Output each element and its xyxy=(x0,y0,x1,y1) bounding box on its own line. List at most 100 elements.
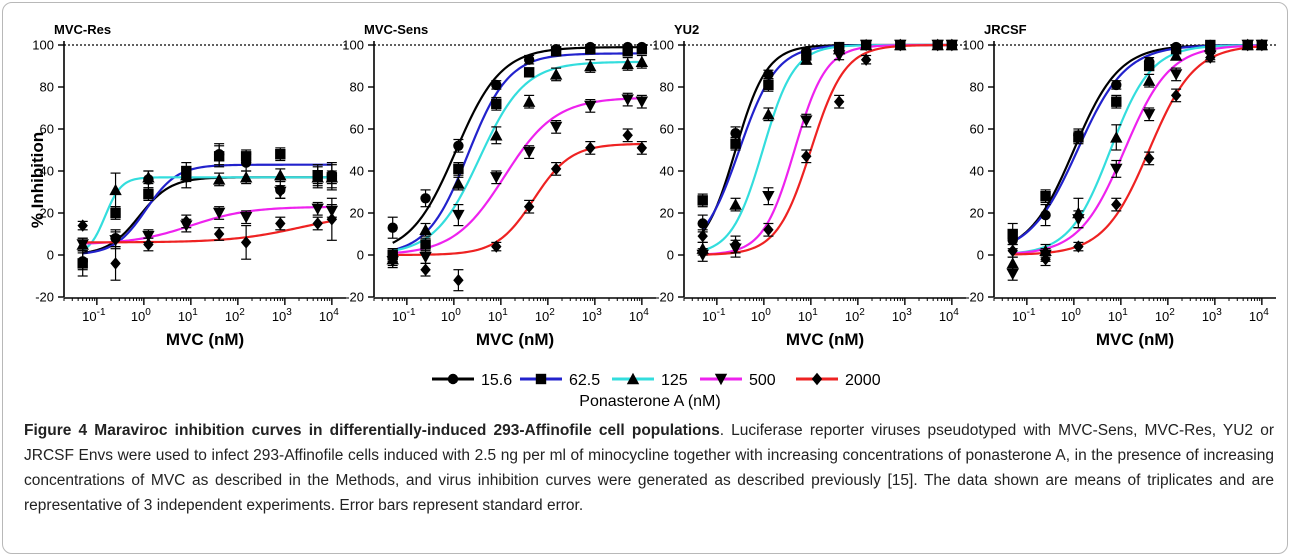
data-point xyxy=(143,238,154,251)
legend: 15.6 62.5 125 500 2000 xyxy=(432,372,881,389)
panel-title: JRCSF xyxy=(984,22,1027,37)
legend-marker xyxy=(535,373,547,385)
data-point xyxy=(730,238,741,251)
data-point xyxy=(1111,96,1122,107)
data-point xyxy=(522,95,536,107)
data-point xyxy=(1169,49,1183,61)
data-point xyxy=(452,209,465,222)
data-point xyxy=(240,151,252,162)
y-tick-label: -20 xyxy=(345,290,364,305)
caption-label: Figure 4 Maraviroc inhibition curves in … xyxy=(24,422,720,439)
x-tick-label: 10-1 xyxy=(82,307,106,324)
data-point xyxy=(1110,163,1123,176)
data-point xyxy=(622,46,633,57)
y-tick-label: 20 xyxy=(350,206,364,221)
data-point xyxy=(1204,40,1217,53)
data-point xyxy=(419,251,432,264)
data-point xyxy=(697,218,708,229)
data-point xyxy=(1143,152,1155,165)
x-axis-label: MVC (nM) xyxy=(166,330,244,349)
data-point xyxy=(387,222,398,233)
series-125 xyxy=(1006,38,1269,271)
data-point xyxy=(549,121,563,134)
series-500 xyxy=(386,92,649,269)
data-point xyxy=(180,169,193,181)
data-point xyxy=(274,169,287,181)
data-point xyxy=(490,172,503,184)
fit-curve-15.6 xyxy=(1012,43,1262,243)
caption-text: . Luciferase reporter viruses pseudotype… xyxy=(24,422,1274,514)
x-axis-label: MVC (nM) xyxy=(476,330,554,349)
data-point xyxy=(833,95,845,108)
data-point xyxy=(762,191,775,203)
data-point xyxy=(142,171,155,183)
data-point xyxy=(523,54,535,65)
y-tick-label: 60 xyxy=(350,122,364,137)
x-tick-label: 101 xyxy=(178,307,198,324)
data-point xyxy=(453,274,464,287)
data-point xyxy=(946,38,958,52)
data-point xyxy=(832,50,846,62)
x-axis-label: MVC (nM) xyxy=(1096,330,1174,349)
panel-title: MVC-Res xyxy=(54,22,111,37)
data-point xyxy=(275,149,286,160)
data-point xyxy=(762,108,775,120)
data-point xyxy=(763,79,774,91)
data-point xyxy=(1110,131,1123,143)
data-point xyxy=(420,263,431,276)
x-tick-label: 103 xyxy=(892,307,912,324)
y-tick-label: 20 xyxy=(660,206,674,221)
data-point xyxy=(730,138,741,149)
data-point xyxy=(419,223,432,235)
legend-title: Ponasterone A (nM) xyxy=(579,393,720,410)
data-point xyxy=(387,248,398,262)
fit-curve-62.5 xyxy=(1012,44,1262,243)
data-point xyxy=(1205,51,1216,64)
data-point xyxy=(239,171,253,183)
y-tick-label: -20 xyxy=(965,290,984,305)
legend-label: 2000 xyxy=(845,372,881,389)
y-tick-label: -20 xyxy=(35,290,54,305)
data-point xyxy=(585,141,596,155)
data-point xyxy=(1170,44,1182,55)
legend-item-500: 500 xyxy=(700,372,776,389)
data-point xyxy=(549,68,563,80)
y-tick-label: 100 xyxy=(32,38,54,53)
x-tick-label: 100 xyxy=(1061,307,1081,324)
x-tick-label: 10-1 xyxy=(1012,307,1036,324)
data-point xyxy=(860,53,872,66)
y-tick-label: 40 xyxy=(970,164,984,179)
data-point xyxy=(763,223,774,236)
data-point xyxy=(1072,214,1085,226)
data-point xyxy=(800,115,813,127)
data-point xyxy=(326,213,338,226)
panel-mvc-res: MVC-Res -20 0 20 40 60 80 100 10-1 100 101 102 103 10… xyxy=(32,22,346,349)
fit-curve-2000 xyxy=(702,43,952,256)
data-point xyxy=(1007,228,1018,240)
data-point xyxy=(240,236,252,249)
data-point xyxy=(1111,79,1122,91)
x-tick-label: 100 xyxy=(751,307,771,324)
y-tick-label: 20 xyxy=(970,206,984,221)
fit-curve-500 xyxy=(392,97,642,255)
data-point xyxy=(932,38,943,52)
data-point xyxy=(491,98,502,109)
y-tick-label: 100 xyxy=(342,38,364,53)
panel-jrcsf: JRCSF -20 0 20 40 60 80 100 10-1 100 101 102 103 104 M… xyxy=(962,22,1276,349)
data-point xyxy=(181,215,192,228)
fit-curve-2000 xyxy=(1012,45,1262,256)
series-125 xyxy=(386,54,649,267)
fit-curve-62.5 xyxy=(392,52,642,252)
data-point xyxy=(523,200,535,213)
data-point xyxy=(1073,132,1084,143)
data-point xyxy=(490,129,503,141)
x-tick-label: 102 xyxy=(1155,307,1175,324)
data-point xyxy=(584,100,597,113)
data-point xyxy=(801,150,812,163)
data-point xyxy=(1111,198,1122,211)
data-point xyxy=(730,128,741,139)
data-point xyxy=(622,129,633,142)
fit-curve-15.6 xyxy=(392,46,642,244)
data-point xyxy=(239,212,253,224)
